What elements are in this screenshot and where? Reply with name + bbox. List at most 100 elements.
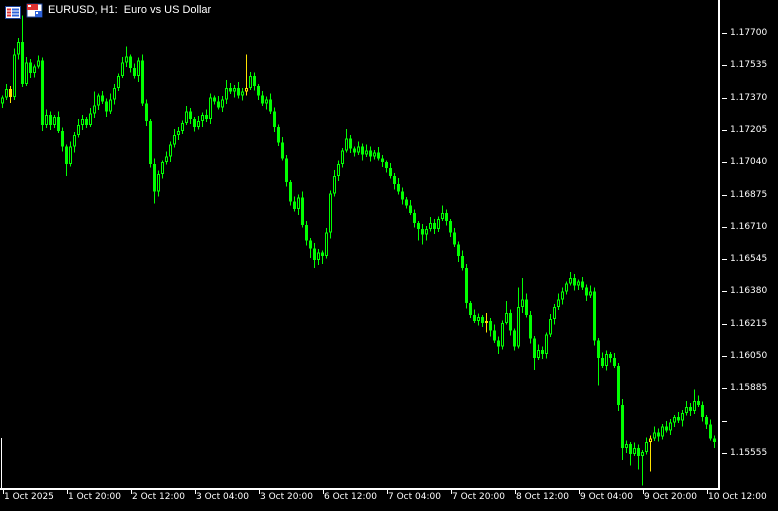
candle[interactable]: [413, 209, 416, 228]
candle[interactable]: [353, 146, 356, 157]
candle[interactable]: [685, 401, 688, 416]
candle[interactable]: [113, 83, 116, 105]
candle[interactable]: [17, 37, 20, 60]
candle[interactable]: [369, 146, 372, 162]
candle[interactable]: [589, 285, 592, 299]
candle[interactable]: [269, 93, 272, 115]
candle[interactable]: [33, 64, 36, 78]
candle[interactable]: [661, 424, 664, 440]
candle[interactable]: [293, 196, 296, 212]
candle[interactable]: [285, 154, 288, 187]
candle[interactable]: [85, 116, 88, 129]
candle[interactable]: [677, 411, 680, 424]
candle[interactable]: [153, 158, 156, 204]
candle[interactable]: [81, 115, 84, 131]
candle[interactable]: [281, 137, 284, 161]
candle[interactable]: [425, 225, 428, 241]
candle[interactable]: [713, 435, 716, 449]
candle[interactable]: [689, 403, 692, 416]
candle[interactable]: [469, 300, 472, 319]
candle[interactable]: [337, 160, 340, 182]
candle[interactable]: [701, 401, 704, 422]
chart-window-icon[interactable]: [26, 3, 43, 22]
candle[interactable]: [325, 227, 328, 259]
candle[interactable]: [693, 389, 696, 415]
candle[interactable]: [597, 338, 600, 386]
candle[interactable]: [577, 279, 580, 290]
candle[interactable]: [509, 309, 512, 336]
candle[interactable]: [565, 281, 568, 295]
candle[interactable]: [133, 63, 136, 79]
candle[interactable]: [309, 238, 312, 259]
candle[interactable]: [169, 141, 172, 163]
candle[interactable]: [501, 320, 504, 350]
candle[interactable]: [429, 217, 432, 232]
candle[interactable]: [553, 304, 556, 325]
candle[interactable]: [273, 107, 276, 133]
candle[interactable]: [709, 419, 712, 441]
candle[interactable]: [321, 250, 324, 265]
candle[interactable]: [561, 287, 564, 305]
candle[interactable]: [253, 72, 256, 91]
candle[interactable]: [573, 274, 576, 291]
candle[interactable]: [437, 216, 440, 232]
candle[interactable]: [129, 54, 132, 73]
candle[interactable]: [313, 242, 316, 268]
candle[interactable]: [389, 163, 392, 179]
candle[interactable]: [485, 312, 488, 333]
candle[interactable]: [345, 128, 348, 153]
candle[interactable]: [417, 220, 420, 241]
candle[interactable]: [505, 301, 508, 325]
candle[interactable]: [409, 199, 412, 216]
candle[interactable]: [165, 151, 168, 165]
candle[interactable]: [421, 223, 424, 245]
candle[interactable]: [201, 112, 204, 127]
candle[interactable]: [61, 127, 64, 152]
candle[interactable]: [521, 277, 524, 313]
candle[interactable]: [37, 55, 40, 69]
candle[interactable]: [329, 190, 332, 239]
candle[interactable]: [317, 248, 320, 265]
candle[interactable]: [205, 109, 208, 122]
candle[interactable]: [613, 353, 616, 369]
candle[interactable]: [197, 116, 200, 130]
candle[interactable]: [633, 442, 636, 456]
candle[interactable]: [609, 352, 612, 363]
candle[interactable]: [181, 120, 184, 135]
candle[interactable]: [585, 284, 588, 302]
candle[interactable]: [361, 143, 364, 161]
candle[interactable]: [681, 409, 684, 427]
candle[interactable]: [97, 93, 100, 110]
candle[interactable]: [217, 96, 220, 110]
candle[interactable]: [401, 187, 404, 205]
candle[interactable]: [193, 117, 196, 132]
candle[interactable]: [477, 313, 480, 326]
candle[interactable]: [213, 95, 216, 105]
candle[interactable]: [265, 96, 268, 110]
candle[interactable]: [173, 128, 176, 148]
candle[interactable]: [377, 146, 380, 161]
candle[interactable]: [705, 414, 708, 429]
candle[interactable]: [105, 98, 108, 118]
candle[interactable]: [533, 336, 536, 370]
market-watch-icon[interactable]: [4, 4, 22, 23]
candle[interactable]: [125, 46, 128, 68]
candle[interactable]: [645, 437, 648, 455]
candle[interactable]: [5, 83, 8, 100]
candle[interactable]: [653, 426, 656, 442]
candle[interactable]: [145, 99, 148, 127]
candle[interactable]: [233, 84, 236, 98]
candle[interactable]: [641, 450, 644, 486]
candle[interactable]: [593, 287, 596, 346]
candle[interactable]: [673, 414, 676, 427]
candle[interactable]: [605, 350, 608, 371]
candle[interactable]: [549, 313, 552, 337]
candle[interactable]: [481, 314, 484, 328]
candle[interactable]: [301, 191, 304, 228]
candle[interactable]: [57, 111, 60, 133]
candle[interactable]: [697, 395, 700, 407]
candle[interactable]: [161, 160, 164, 179]
candle[interactable]: [21, 15, 24, 88]
candle[interactable]: [185, 105, 188, 126]
candle[interactable]: [541, 346, 544, 359]
